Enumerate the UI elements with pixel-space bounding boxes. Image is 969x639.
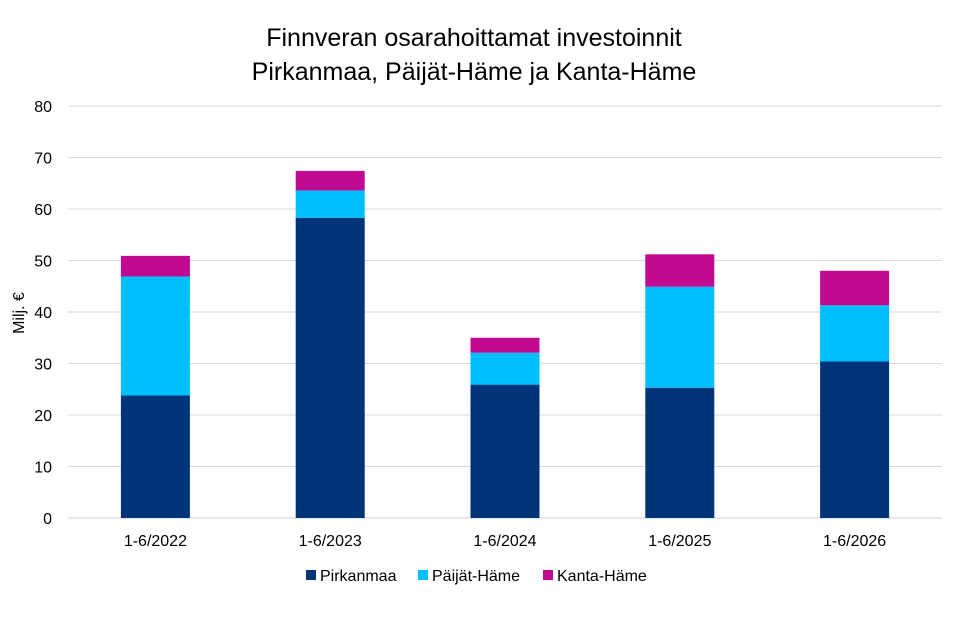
bar-segment-kanta-h-me (820, 270, 890, 306)
y-tick-label: 10 (34, 460, 52, 477)
y-tick-label: 60 (34, 202, 52, 219)
y-tick-labels: 0 10 20 30 40 50 60 70 80 (34, 99, 52, 528)
chart-title-line-2: Pirkanmaa, Päijät-Häme ja Kanta-Häme (252, 58, 697, 86)
bar-segment-kanta-h-me (295, 170, 365, 191)
bar-segment-p-ij-t-h-me (470, 352, 540, 385)
y-tick-label: 30 (34, 357, 52, 374)
y-axis-title: Milj. € (11, 292, 28, 334)
bar-segment-p-ij-t-h-me (120, 276, 190, 396)
legend-swatch (418, 570, 428, 580)
chart-title-line-1: Finnveran osarahoittamat investoinnit (266, 24, 682, 52)
y-tick-label: 70 (34, 151, 52, 168)
legend: Pirkanmaa Päijät-Häme Kanta-Häme (306, 568, 647, 585)
bar-segment-kanta-h-me (645, 254, 715, 287)
bar-segment-kanta-h-me (120, 255, 190, 277)
y-tick-label: 0 (43, 511, 52, 528)
legend-label: Pirkanmaa (320, 568, 397, 585)
y-tick-label: 40 (34, 305, 52, 322)
bar-segment-p-ij-t-h-me (645, 286, 715, 388)
legend-swatch (306, 570, 316, 580)
bar-segment-pirkanmaa (120, 395, 190, 518)
bar-segment-pirkanmaa (470, 384, 540, 518)
x-tick-label: 1-6/2024 (473, 533, 536, 550)
bar-segment-p-ij-t-h-me (295, 190, 365, 218)
legend-label: Päijät-Häme (432, 568, 520, 585)
legend-label: Kanta-Häme (557, 568, 647, 585)
bar-segment-p-ij-t-h-me (820, 305, 890, 362)
bar-segment-kanta-h-me (470, 337, 540, 353)
bars (120, 170, 890, 518)
x-tick-label: 1-6/2025 (648, 533, 711, 550)
y-tick-label: 50 (34, 254, 52, 271)
gridlines (68, 105, 942, 519)
x-tick-label: 1-6/2026 (823, 533, 886, 550)
y-tick-label: 80 (34, 99, 52, 116)
x-tick-label: 1-6/2022 (124, 533, 187, 550)
x-tick-label: 1-6/2023 (299, 533, 362, 550)
bar-segment-pirkanmaa (645, 387, 715, 518)
bar-segment-pirkanmaa (295, 217, 365, 518)
bar-segment-pirkanmaa (820, 361, 890, 518)
y-tick-label: 20 (34, 408, 52, 425)
legend-swatch (543, 570, 553, 580)
x-tick-labels: 1-6/2022 1-6/2023 1-6/2024 1-6/2025 1-6/2026 (124, 533, 886, 550)
